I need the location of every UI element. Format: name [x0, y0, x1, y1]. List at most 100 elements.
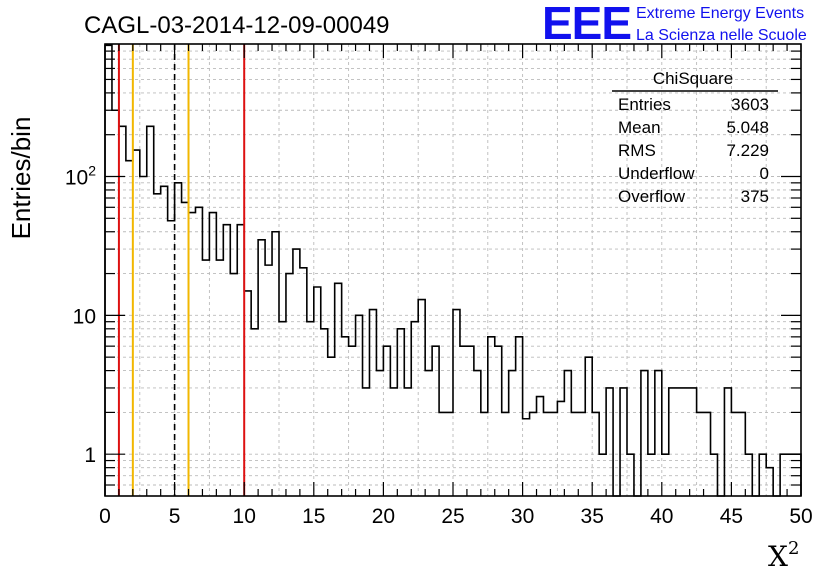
histogram-bin: [279, 322, 286, 496]
histogram-bin: [467, 346, 474, 496]
grid: [105, 44, 801, 496]
histogram-bin: [356, 315, 363, 496]
stats-value: 3603: [731, 95, 769, 114]
histogram-bin: [209, 213, 216, 496]
x-tick-label: 45: [720, 505, 743, 528]
stats-label: RMS: [618, 141, 656, 160]
y-tick-label: 102: [65, 162, 96, 189]
stats-value: 375: [741, 187, 769, 206]
histogram-bin: [293, 249, 300, 496]
chart-title: CAGL-03-2014-12-09-00049: [84, 12, 390, 39]
histogram-bin: [606, 388, 613, 496]
histogram-outline: [104, 44, 802, 497]
histogram-bin: [766, 468, 773, 496]
histogram-bin: [272, 232, 279, 496]
stats-label: Overflow: [618, 187, 686, 206]
histogram-bin: [488, 337, 495, 496]
histogram-bin: [690, 388, 697, 496]
axis-ticks: [104, 44, 802, 496]
histogram-bin: [432, 346, 439, 496]
x-tick-label: 5: [169, 505, 181, 528]
histogram-bin: [161, 186, 168, 496]
eee-logo: EEE: [542, 0, 631, 49]
histogram-bin: [460, 346, 467, 496]
eee-line-2: La Scienza nelle Scuole: [636, 27, 807, 44]
histogram-bin: [195, 207, 202, 496]
histogram-bin: [655, 371, 662, 496]
histogram-bin: [724, 388, 731, 496]
histogram-bin: [119, 126, 126, 496]
stats-value: 5.048: [726, 118, 769, 137]
histogram-bin: [363, 388, 370, 496]
histogram-bin: [175, 183, 182, 496]
histogram-bin: [641, 371, 648, 496]
threshold-lines: [117, 44, 246, 496]
histogram-bin: [300, 268, 307, 496]
histogram-bin: [585, 357, 592, 496]
histogram-bin: [683, 388, 690, 496]
histogram-bin: [342, 337, 349, 496]
stats-title: ChiSquare: [653, 69, 733, 88]
histogram-bin: [523, 419, 530, 496]
histogram-bin: [154, 194, 161, 496]
histogram-bin: [390, 388, 397, 496]
histogram-bin: [307, 322, 314, 496]
y-tick-label: 10: [73, 305, 96, 328]
x-tick-label: 15: [302, 505, 325, 528]
x-axis-label-base: X: [768, 540, 788, 572]
x-tick-label: 25: [441, 505, 464, 528]
stats-label: Entries: [618, 95, 671, 114]
x-axis-label: X2: [768, 538, 799, 572]
histogram-bin: [425, 371, 432, 496]
histogram-bin: [669, 388, 676, 496]
histogram-bin: [328, 357, 335, 496]
x-tick-labels: 0 5 10 15 20 25 30 35 40 45 50: [99, 505, 813, 528]
histogram-bin: [286, 274, 293, 496]
x-tick-label: 10: [233, 505, 256, 528]
stats-box: ChiSquare Entries 3603 Mean 5.048 RMS 7.229 Un…: [612, 69, 778, 206]
histogram-bin: [182, 202, 189, 496]
histogram-bin: [140, 176, 147, 496]
histogram-bin: [557, 401, 564, 496]
histogram: [104, 44, 802, 497]
y-tick-label: 1: [84, 444, 96, 467]
histogram-bin: [133, 150, 140, 496]
histogram-bin: [383, 346, 390, 496]
x-tick-label: 40: [650, 505, 673, 528]
stats-value: 0: [760, 164, 769, 183]
histogram-bin: [516, 337, 523, 496]
histogram-bin: [474, 371, 481, 496]
x-tick-label: 50: [789, 505, 812, 528]
histogram-bin: [237, 225, 244, 496]
histogram-bin: [495, 346, 502, 496]
histogram-bin: [676, 388, 683, 496]
histogram-bin: [147, 126, 154, 496]
stats-value: 7.229: [726, 141, 769, 160]
histogram-bin: [189, 213, 196, 496]
y-axis-label: Entries/bin: [6, 117, 36, 240]
stats-label: Underflow: [618, 164, 695, 183]
histogram-bin: [404, 388, 411, 496]
histogram-bin: [376, 371, 383, 496]
x-axis-label-exponent: 2: [788, 538, 799, 559]
histogram-bin: [112, 110, 119, 496]
x-tick-label: 35: [581, 505, 604, 528]
y-tick-labels: 102 10 1: [65, 162, 96, 467]
stats-label: Mean: [618, 118, 661, 137]
histogram-bin: [265, 265, 272, 496]
histogram-bin: [105, 45, 112, 496]
histogram-bin: [223, 225, 230, 496]
eee-line-1: Extreme Energy Events: [636, 5, 804, 22]
histogram-bin: [537, 397, 544, 496]
histogram-bin: [258, 240, 265, 496]
histogram-bin: [411, 322, 418, 496]
x-tick-label: 20: [372, 505, 395, 528]
histogram-bin: [620, 388, 627, 496]
histogram-bin: [349, 346, 356, 496]
histogram-bin: [509, 371, 516, 496]
x-tick-label: 30: [511, 505, 534, 528]
histogram-bin: [314, 287, 321, 496]
x-tick-label: 0: [99, 505, 111, 528]
histogram-bin: [564, 371, 571, 496]
